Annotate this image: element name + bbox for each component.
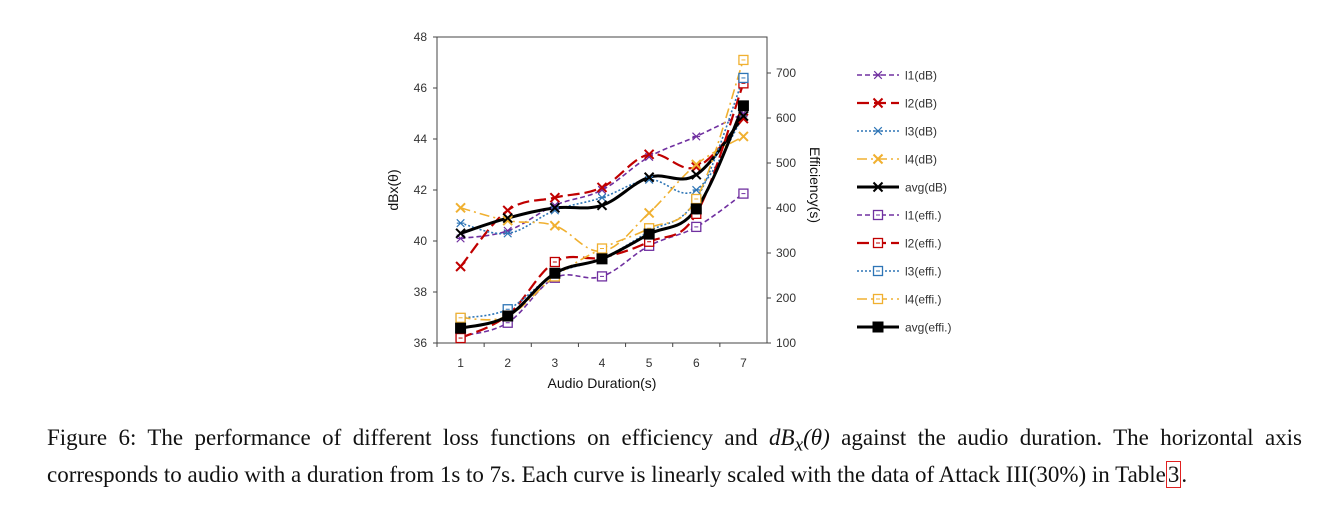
y2-tick-label: 100 (776, 336, 796, 350)
data-point-9-3 (596, 253, 608, 265)
data-point-9-4 (643, 228, 655, 240)
data-point-4-3 (596, 200, 608, 211)
x-tick-label: 4 (599, 356, 606, 370)
legend-marker (872, 265, 884, 277)
y2-tick-label: 300 (776, 246, 796, 260)
y-tick-label: 40 (414, 234, 428, 248)
y-tick-label: 48 (414, 30, 428, 44)
y2-tick-label: 500 (776, 156, 796, 170)
legend-marker (872, 321, 884, 333)
legend-label: avg(dB) (905, 181, 947, 195)
x-tick-label: 3 (552, 356, 559, 370)
y-tick-label: 46 (414, 81, 428, 95)
data-point-3-6 (738, 131, 749, 142)
data-point-6-0 (455, 332, 466, 344)
data-point-4-1 (502, 212, 513, 224)
data-point-4-4 (643, 172, 655, 183)
x-tick-label: 2 (504, 356, 511, 370)
legend-label: avg(effi.) (905, 321, 951, 335)
figure-caption: Figure 6: The performance of different l… (47, 423, 1302, 489)
data-point-3-2 (549, 220, 561, 231)
data-point-9-6 (737, 100, 749, 112)
data-point-8-3 (596, 243, 608, 254)
y-axis-title: dBx(θ) (385, 169, 401, 210)
data-point-1-2 (549, 192, 561, 203)
x-tick-label: 6 (693, 356, 700, 370)
x-axis-title: Audio Duration(s) (548, 375, 657, 391)
legend-marker (872, 293, 884, 305)
data-point-5-3 (596, 271, 608, 282)
data-point-9-0 (455, 322, 467, 334)
data-point-9-1 (502, 310, 514, 322)
data-point-1-5 (691, 161, 702, 173)
x-tick-label: 5 (646, 356, 653, 370)
data-point-9-5 (690, 203, 702, 215)
data-point-3-5 (691, 159, 702, 170)
data-point-3-4 (643, 207, 655, 219)
y-tick-label: 42 (414, 183, 428, 197)
legend-marker (873, 70, 883, 80)
legend-marker (872, 181, 884, 193)
legend-marker (872, 153, 884, 165)
data-point-1-1 (502, 205, 513, 216)
x-tick-label: 1 (457, 356, 464, 370)
x-tick-label: 7 (740, 356, 747, 370)
data-point-4-2 (549, 202, 561, 214)
y2-tick-label: 400 (776, 201, 796, 215)
caption-math: dBx(θ) (769, 425, 830, 456)
data-point-8-0 (455, 312, 466, 323)
y2-axis-title: Efficiency(s) (807, 147, 823, 223)
legend-label: l3(effi.) (905, 265, 941, 279)
data-point-7-6 (738, 72, 749, 84)
legend-label: l2(effi.) (905, 237, 941, 251)
data-point-6-2 (549, 256, 561, 268)
caption-text-a: The performance of different loss functi… (147, 425, 758, 450)
data-point-2-5 (692, 185, 701, 195)
data-point-1-3 (596, 182, 608, 193)
legend-label: l1(effi.) (905, 209, 941, 223)
data-point-3-1 (502, 215, 513, 226)
legend-label: l1(dB) (905, 69, 937, 83)
data-point-4-0 (455, 228, 466, 239)
data-point-5-6 (738, 188, 749, 199)
y2-tick-label: 700 (776, 66, 796, 80)
y2-tick-label: 200 (776, 291, 796, 305)
caption-end: . (1181, 461, 1188, 487)
data-point-8-6 (738, 54, 749, 66)
data-point-4-5 (691, 169, 702, 180)
legend-label: l4(effi.) (905, 293, 941, 307)
data-point-0-5 (692, 132, 701, 141)
data-point-1-0 (455, 261, 466, 272)
caption-text-b: against the audio duration. The horizont… (47, 425, 1303, 487)
y-tick-label: 36 (414, 336, 428, 350)
y2-tick-label: 600 (776, 111, 796, 125)
data-point-2-3 (597, 193, 607, 202)
y-tick-label: 44 (414, 132, 428, 146)
legend-label: l2(dB) (905, 97, 937, 111)
legend-marker (873, 126, 883, 136)
legend-label: l3(dB) (905, 125, 937, 139)
data-point-2-1 (503, 229, 512, 238)
legend-marker (872, 209, 884, 221)
data-point-4-6 (738, 110, 749, 122)
legend-label: l4(dB) (905, 153, 937, 167)
data-point-8-5 (691, 193, 702, 205)
table-reference-link[interactable]: 3 (1165, 460, 1182, 488)
data-point-3-0 (455, 202, 466, 214)
data-point-2-0 (456, 218, 465, 228)
caption-label: Figure 6: (47, 425, 137, 450)
line-chart: 36 38 40 42 44 46 48 100 200 300 400 500 600 700 1 2 3 4 5… (385, 30, 951, 391)
data-point-5-5 (691, 221, 702, 233)
data-point-1-4 (643, 149, 655, 160)
data-point-9-2 (549, 267, 561, 279)
legend-marker (872, 97, 884, 109)
legend-marker (872, 237, 884, 249)
y-tick-label: 38 (414, 285, 428, 299)
